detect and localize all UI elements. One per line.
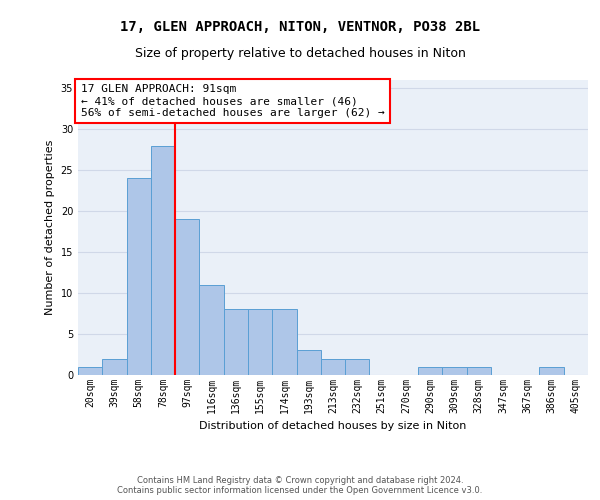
Text: 17, GLEN APPROACH, NITON, VENTNOR, PO38 2BL: 17, GLEN APPROACH, NITON, VENTNOR, PO38 …: [120, 20, 480, 34]
Bar: [175, 220, 199, 375]
Bar: [418, 367, 442, 375]
Bar: [78, 367, 102, 375]
Bar: [442, 367, 467, 375]
Bar: [296, 350, 321, 375]
Bar: [539, 367, 564, 375]
Text: 17 GLEN APPROACH: 91sqm
← 41% of detached houses are smaller (46)
56% of semi-de: 17 GLEN APPROACH: 91sqm ← 41% of detache…: [80, 84, 385, 117]
Bar: [345, 358, 370, 375]
X-axis label: Distribution of detached houses by size in Niton: Distribution of detached houses by size …: [199, 422, 467, 432]
Bar: [248, 310, 272, 375]
Bar: [321, 358, 345, 375]
Bar: [224, 310, 248, 375]
Bar: [272, 310, 296, 375]
Bar: [467, 367, 491, 375]
Bar: [102, 358, 127, 375]
Text: Contains HM Land Registry data © Crown copyright and database right 2024.
Contai: Contains HM Land Registry data © Crown c…: [118, 476, 482, 495]
Text: Size of property relative to detached houses in Niton: Size of property relative to detached ho…: [134, 48, 466, 60]
Bar: [127, 178, 151, 375]
Y-axis label: Number of detached properties: Number of detached properties: [45, 140, 55, 315]
Bar: [151, 146, 175, 375]
Bar: [199, 285, 224, 375]
